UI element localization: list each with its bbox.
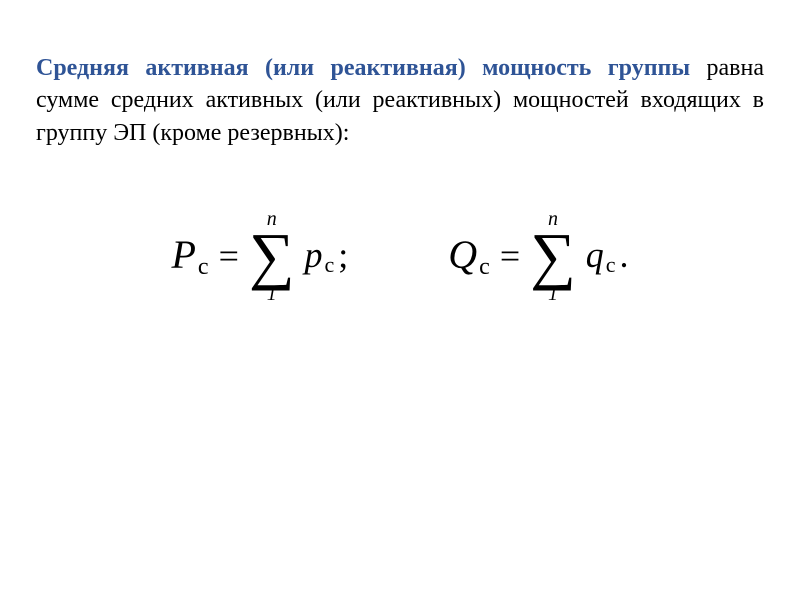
formula-p: Pс = n ∑ 1 pс; bbox=[171, 209, 348, 303]
lhs-sub-p: с bbox=[198, 254, 209, 280]
summand-p: pс; bbox=[305, 234, 349, 278]
lhs-var-q: Q bbox=[448, 232, 477, 277]
sum-block-p: n ∑ 1 bbox=[249, 209, 295, 303]
page: Средняя активная (или реактивная) мощнос… bbox=[0, 0, 800, 304]
formula-q: Qс = n ∑ 1 qс. bbox=[448, 209, 628, 303]
term-sub-q: с bbox=[606, 252, 616, 277]
lower-limit-q: 1 bbox=[548, 284, 558, 304]
period: . bbox=[620, 235, 629, 275]
term-var-q: q bbox=[586, 235, 604, 275]
semicolon: ; bbox=[338, 235, 348, 275]
sigma-icon: ∑ bbox=[249, 229, 295, 283]
lhs-q: Qс bbox=[448, 231, 490, 281]
lhs-p: Pс bbox=[171, 231, 208, 281]
term-sub-p: с bbox=[325, 252, 335, 277]
summand-q: qс. bbox=[586, 234, 629, 278]
sigma-icon: ∑ bbox=[530, 229, 576, 283]
equals-sign-p: = bbox=[219, 235, 239, 277]
formula-row: Pс = n ∑ 1 pс; Qс = n ∑ 1 qс. bbox=[36, 209, 764, 303]
main-paragraph: Средняя активная (или реактивная) мощнос… bbox=[36, 52, 764, 149]
lhs-sub-q: с bbox=[479, 254, 490, 280]
sum-block-q: n ∑ 1 bbox=[530, 209, 576, 303]
term-var-p: p bbox=[305, 235, 323, 275]
paragraph-heading: Средняя активная (или реактивная) мощнос… bbox=[36, 55, 690, 81]
equals-sign-q: = bbox=[500, 235, 520, 277]
lhs-var-p: P bbox=[171, 232, 195, 277]
lower-limit-p: 1 bbox=[267, 284, 277, 304]
